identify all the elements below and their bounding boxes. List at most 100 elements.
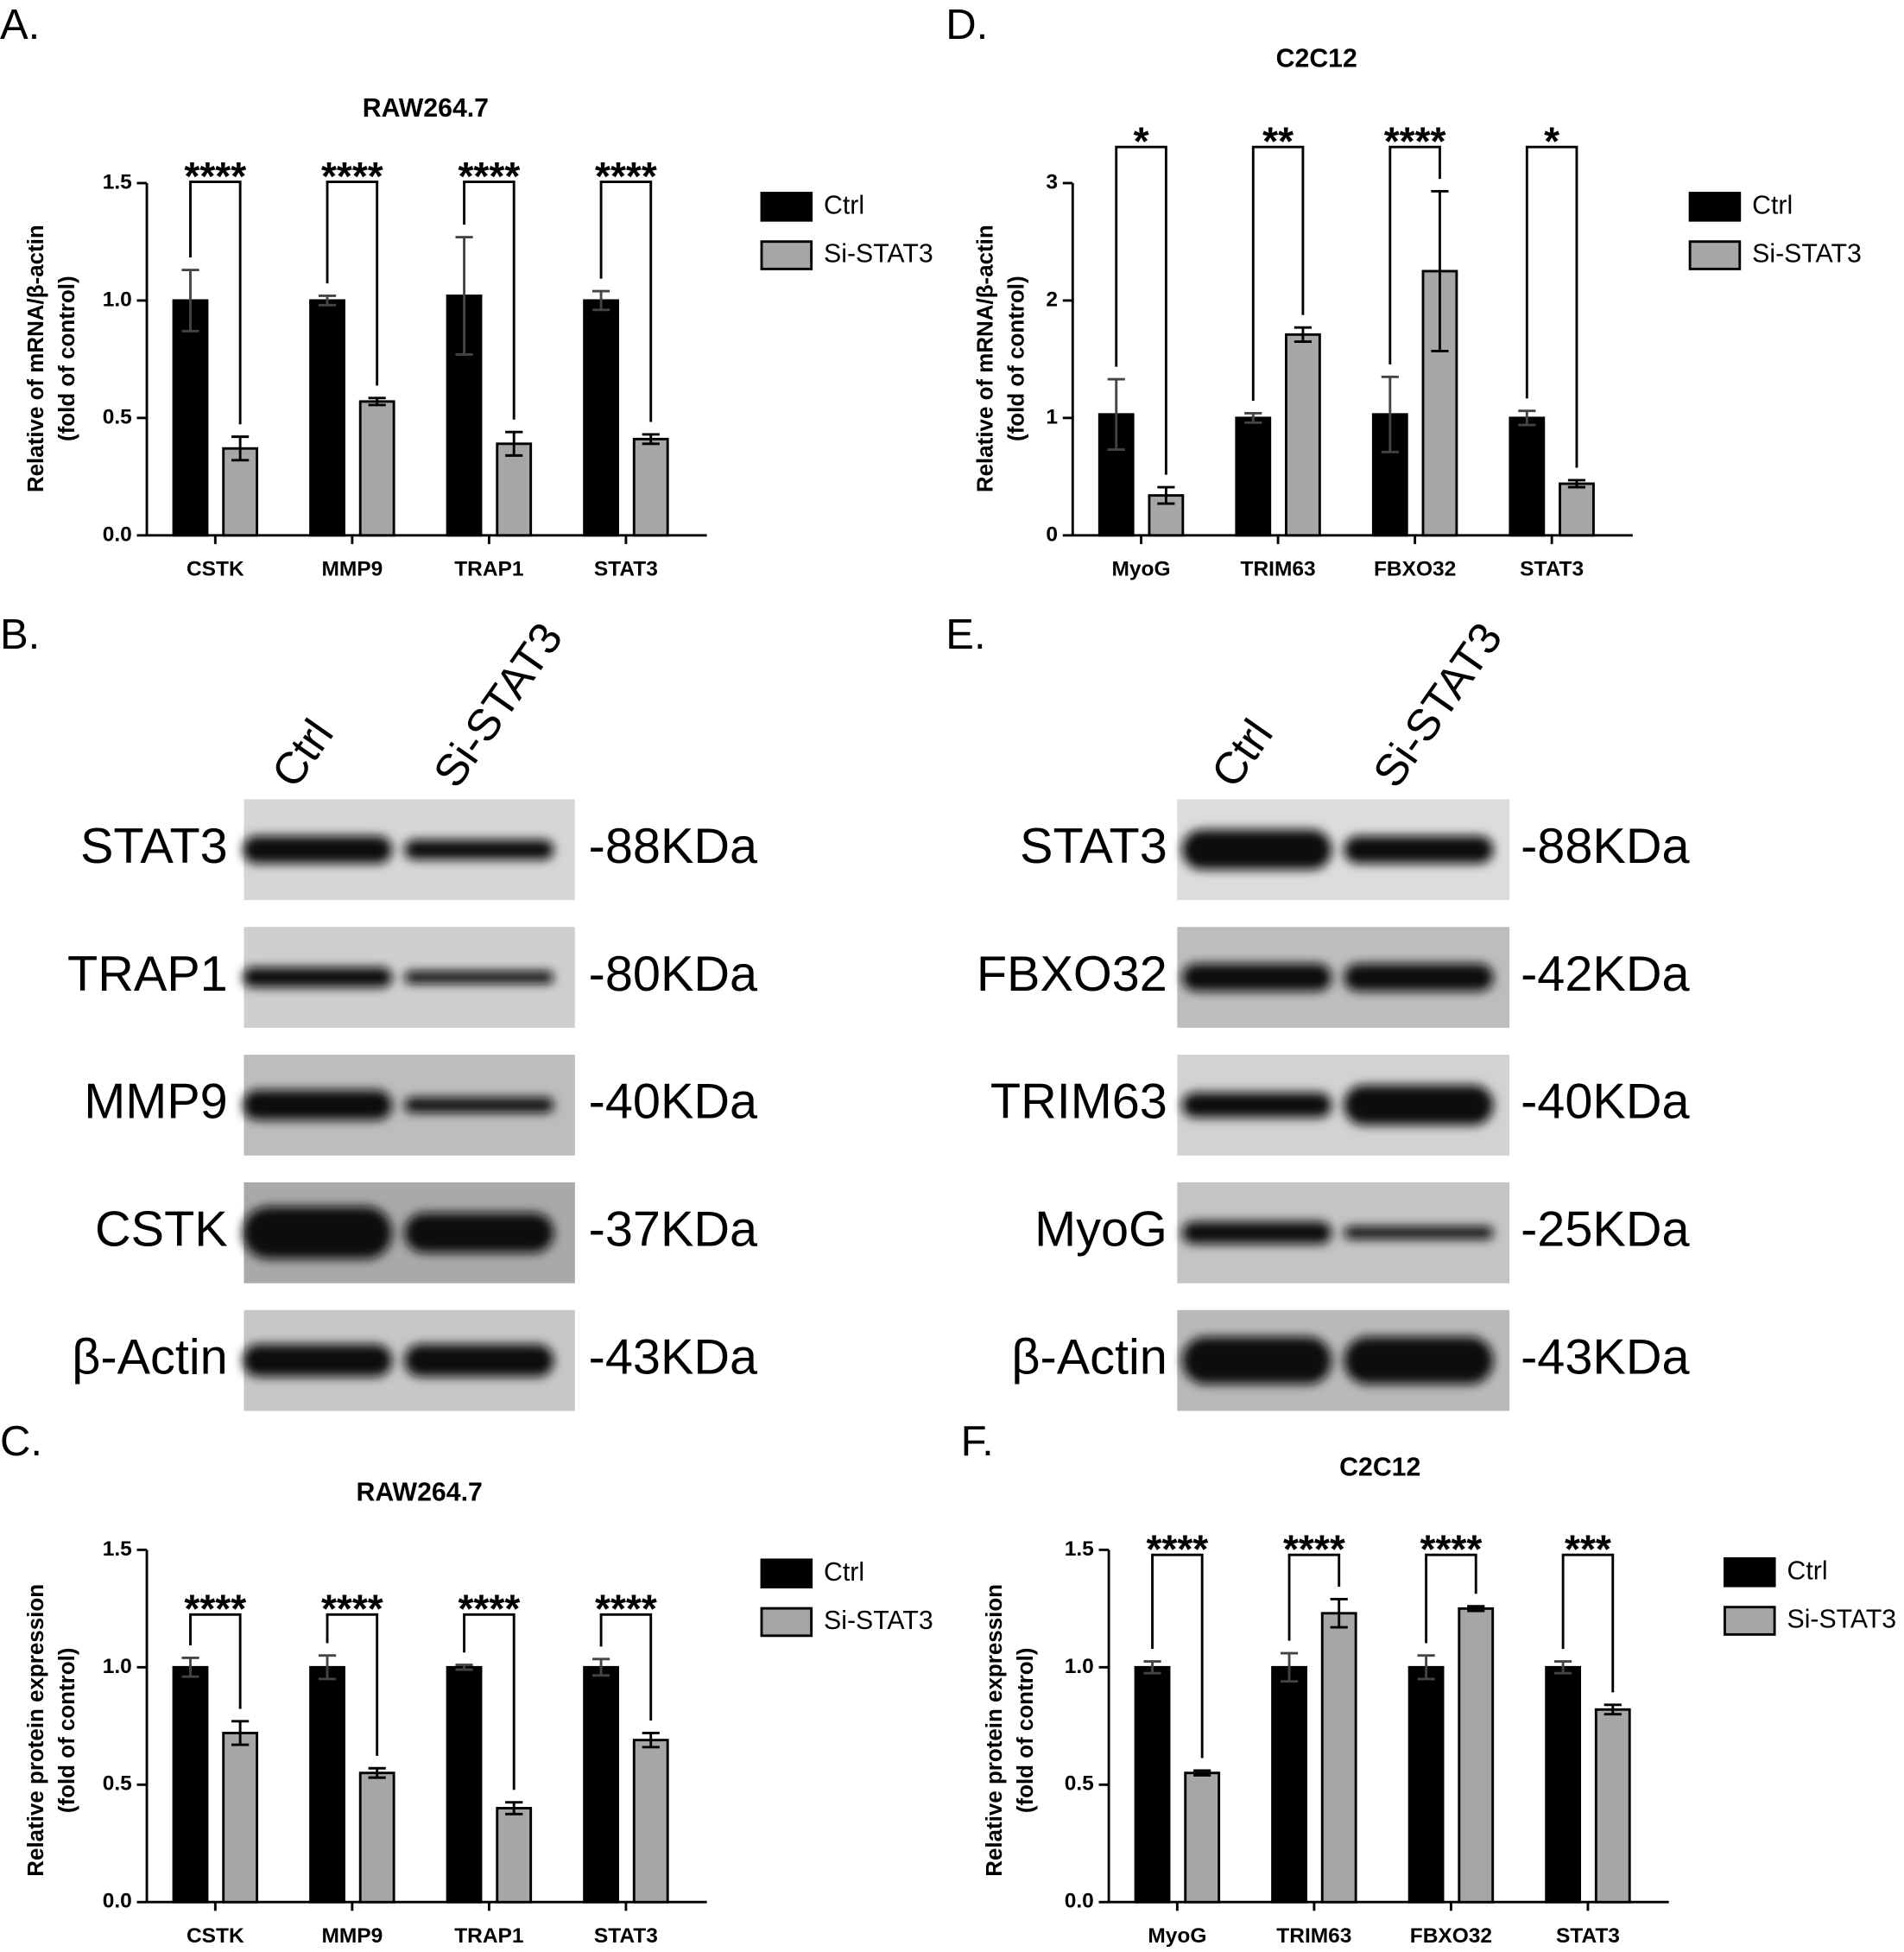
y-tick-label: 0.5 xyxy=(1065,1772,1094,1796)
significance-bracket xyxy=(189,1613,242,1709)
lane-label: Si-STAT3 xyxy=(423,613,572,795)
bar xyxy=(1184,1771,1221,1904)
x-tick-label: MyoG xyxy=(1148,1924,1206,1948)
legend-swatch xyxy=(760,1558,813,1589)
blot-band xyxy=(243,1090,392,1120)
significance-bracket xyxy=(599,181,653,422)
lane-label: Ctrl xyxy=(1201,710,1282,795)
bar xyxy=(172,1665,209,1904)
bar xyxy=(1545,1665,1582,1904)
x-tick-label: MMP9 xyxy=(321,1924,383,1948)
legend-swatch xyxy=(1724,1557,1776,1588)
protein-label: CSTK xyxy=(95,1202,228,1258)
protein-label: MMP9 xyxy=(84,1074,228,1130)
significance-bracket xyxy=(463,1613,516,1790)
significance-label: * xyxy=(1544,118,1559,163)
significance-bracket xyxy=(1251,145,1305,402)
y-axis-label: (fold of control) xyxy=(1014,1648,1038,1814)
blot-band xyxy=(1182,963,1332,992)
panel-label: B. xyxy=(0,612,40,658)
bar xyxy=(1594,1708,1631,1904)
molecular-weight: -43KDa xyxy=(589,1329,758,1385)
x-tick-label: CSTK xyxy=(187,1924,244,1948)
bar xyxy=(309,299,345,537)
panel-label: D. xyxy=(946,2,988,48)
protein-label: FBXO32 xyxy=(977,947,1167,1002)
y-tick-label: 0.5 xyxy=(103,405,132,428)
panel-label: A. xyxy=(0,2,40,48)
protein-label: STAT3 xyxy=(1020,819,1167,874)
bar xyxy=(309,1665,345,1904)
blot-band xyxy=(404,971,554,984)
y-tick-label: 1.5 xyxy=(1065,1537,1094,1561)
x-tick-label: TRAP1 xyxy=(454,558,523,581)
bar xyxy=(1320,1612,1357,1904)
significance-bracket xyxy=(599,1613,653,1721)
legend-label: Si-STAT3 xyxy=(1787,1606,1897,1634)
panel-label: E. xyxy=(946,612,985,658)
protein-label: TRAP1 xyxy=(67,947,228,1002)
bar xyxy=(1271,1665,1307,1904)
panel-label: F. xyxy=(961,1418,994,1465)
bar xyxy=(358,400,395,537)
y-axis-label: Relative of mRNA/β-actin xyxy=(974,225,998,492)
y-tick-label: 1.0 xyxy=(103,288,132,311)
y-axis-label: Relative protein expression xyxy=(24,1584,48,1877)
y-tick-label: 0.5 xyxy=(103,1772,132,1796)
x-tick-label: TRAP1 xyxy=(454,1924,523,1948)
chart-title: C2C12 xyxy=(1276,44,1357,73)
y-tick-label: 0.0 xyxy=(103,1890,132,1913)
lane-label: Si-STAT3 xyxy=(1363,613,1511,795)
y-axis-label: (fold of control) xyxy=(1005,276,1029,441)
bar xyxy=(583,299,619,537)
y-axis-label: Relative protein expression xyxy=(983,1584,1007,1877)
x-tick-label: FBXO32 xyxy=(1374,558,1456,581)
blot-band xyxy=(1182,1221,1332,1245)
blot-bands xyxy=(243,835,554,864)
molecular-weight: -42KDa xyxy=(1521,947,1690,1002)
blot-band xyxy=(404,1213,554,1253)
molecular-weight: -88KDa xyxy=(589,819,758,874)
blot-band xyxy=(1344,1336,1494,1385)
x-tick-label: STAT3 xyxy=(1520,558,1584,581)
x-tick-label: TRIM63 xyxy=(1241,558,1316,581)
bar xyxy=(1285,333,1321,537)
molecular-weight: -80KDa xyxy=(589,947,758,1002)
y-axis-label: (fold of control) xyxy=(55,1648,79,1814)
significance-label: **** xyxy=(184,154,246,199)
blot-band xyxy=(404,1097,554,1113)
significance-label: *** xyxy=(1565,1526,1611,1571)
blot-band xyxy=(1182,1093,1332,1118)
blot-band xyxy=(404,1344,554,1377)
y-tick-label: 1.5 xyxy=(103,1537,132,1561)
significance-label: **** xyxy=(1384,118,1446,163)
blot-bands xyxy=(243,1344,554,1377)
significance-bracket xyxy=(326,181,379,386)
legend-swatch xyxy=(760,240,813,270)
blot-band xyxy=(243,835,392,864)
blot-bands xyxy=(1182,829,1494,870)
bar xyxy=(222,1732,259,1904)
blot-band xyxy=(404,840,554,860)
legend-label: Ctrl xyxy=(824,191,864,219)
legend-label: Ctrl xyxy=(1752,191,1793,219)
blot-bands xyxy=(1182,1336,1494,1385)
legend-label: Ctrl xyxy=(824,1558,864,1587)
chart-title: RAW264.7 xyxy=(363,94,489,123)
significance-bracket xyxy=(189,181,242,425)
significance-label: * xyxy=(1134,118,1149,163)
x-tick-label: MyoG xyxy=(1112,558,1171,581)
protein-label: STAT3 xyxy=(80,819,228,874)
blot-bands xyxy=(1182,1085,1494,1125)
protein-label: β-Actin xyxy=(72,1329,227,1385)
molecular-weight: -43KDa xyxy=(1521,1329,1690,1385)
y-axis-label: (fold of control) xyxy=(55,276,79,441)
blot-band xyxy=(243,1207,392,1259)
significance-label: **** xyxy=(458,1587,520,1632)
protein-label: β-Actin xyxy=(1011,1329,1167,1385)
bar xyxy=(1235,416,1272,537)
bar xyxy=(632,437,669,537)
legend-swatch xyxy=(1688,192,1742,222)
significance-label: **** xyxy=(458,154,520,199)
